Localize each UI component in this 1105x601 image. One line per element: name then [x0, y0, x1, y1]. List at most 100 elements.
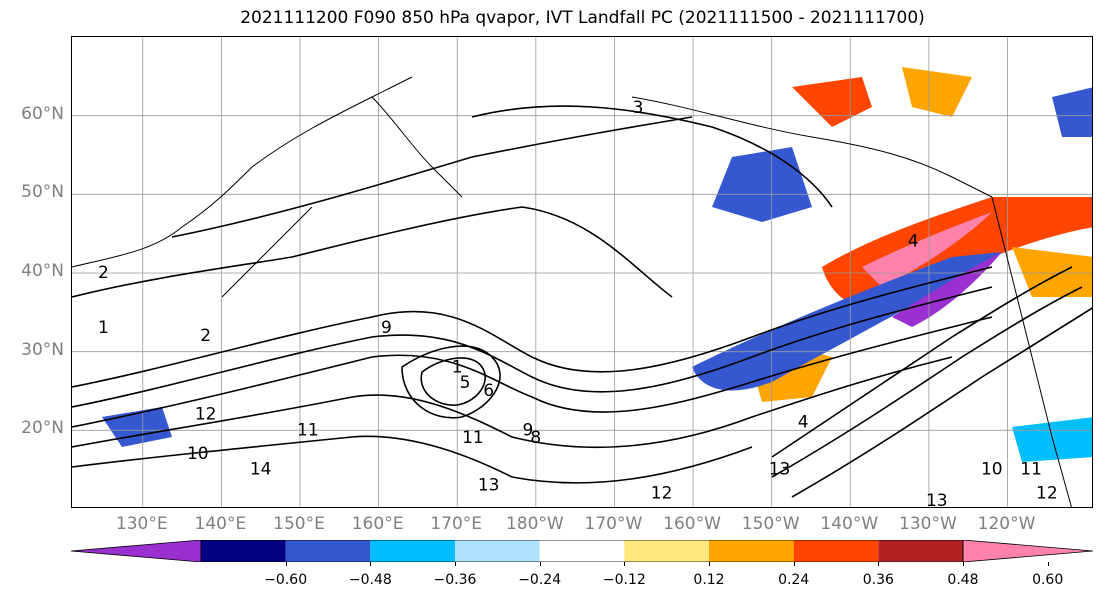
contour-label: 4 [798, 412, 809, 432]
latitude-label: 20°N [21, 418, 64, 439]
longitude-label: 140°E [194, 514, 247, 534]
colorbar-tick [793, 562, 795, 566]
contour-label: 3 [633, 98, 644, 118]
positive-anomaly-east [1012, 247, 1092, 297]
contour-label: 11 [462, 428, 484, 448]
colorbar-tick-label: 0.36 [862, 572, 894, 588]
contour-label: 12 [1036, 483, 1058, 503]
longitude-label: 160°E [351, 514, 404, 534]
contour-label: 2 [200, 326, 211, 346]
map-panel: 3 4 2 1 2 9 5 6 1 9 8 11 12 11 10 14 13 12 4 13 13 10 11 12 [71, 36, 1093, 508]
colorbar-tick [1047, 562, 1049, 566]
latitude-label: 50°N [21, 182, 64, 203]
contour-line [72, 286, 993, 408]
longitude-label: 170°E [430, 514, 483, 534]
longitude-label: 150°W [741, 514, 800, 534]
negative-anomaly-band [692, 252, 1002, 391]
contour-label: 10 [981, 460, 1003, 480]
colorbar-tick [963, 562, 964, 566]
latitude-label: 30°N [21, 339, 64, 360]
colorbar-segment [370, 540, 455, 562]
contour-line [471, 105, 833, 208]
colorbar-tick-label: 0.48 [947, 572, 979, 588]
contour-label: 13 [769, 460, 791, 480]
colorbar-tick-label: −0.24 [518, 572, 562, 588]
contour-label: 8 [530, 428, 541, 448]
contour-line [420, 357, 486, 406]
contour-label: 11 [1020, 460, 1042, 480]
negative-anomaly-north [712, 147, 812, 222]
contour-line [791, 307, 1092, 498]
contour-line [72, 435, 753, 484]
longitude-label: 130°W [899, 514, 957, 534]
colorbar-extend-high [962, 540, 1093, 562]
contour-label: 9 [523, 420, 534, 440]
latitude-label: 40°N [21, 261, 64, 281]
contour-line [171, 116, 693, 238]
contour-line [771, 286, 1083, 478]
coastline-na-west [991, 196, 1072, 507]
colorbar-tick-label: −0.36 [433, 572, 477, 588]
latitude-label: 60°N [21, 103, 64, 124]
longitude-label: 160°W [663, 514, 721, 534]
contour-line [72, 356, 953, 449]
positive-anomaly-north [792, 77, 872, 127]
contour-label: 13 [478, 475, 500, 495]
coastline-asia [72, 76, 413, 268]
colorbar-tick-label: 0.60 [1032, 572, 1064, 588]
contour-label: 1 [98, 318, 109, 338]
coastline-layer [72, 76, 1072, 507]
longitude-label: 120°W [977, 514, 1036, 534]
colorbar-tick-label: −0.48 [348, 572, 392, 588]
colorbar-segment [285, 540, 371, 562]
positive-anomaly-core [862, 212, 992, 287]
contour-label: 13 [926, 491, 948, 508]
contour-line [401, 345, 501, 419]
colorbar-tick-label: 0.24 [778, 572, 810, 588]
longitude-label: 150°E [273, 514, 325, 534]
anomaly-fill-layer [102, 67, 1092, 462]
colorbar-segment [624, 540, 709, 562]
colorbar-tick [285, 562, 287, 566]
contour-label: 14 [250, 460, 272, 480]
colorbar-tick-label: −0.60 [264, 572, 308, 588]
colorbar-tick-label: 0.12 [693, 572, 725, 588]
qvapor-contour-layer [72, 105, 1092, 498]
negative-anomaly-se [1012, 417, 1092, 462]
colorbar-segment [455, 540, 540, 562]
colorbar-tick [709, 562, 710, 566]
contour-label: 5 [460, 373, 471, 393]
contour-line [771, 266, 1073, 458]
coastline-kamchatka [371, 96, 463, 198]
contour-label: 6 [483, 381, 494, 401]
contour-line [72, 266, 993, 388]
colorbar-tick [370, 562, 372, 566]
contour-label: 2 [98, 263, 109, 283]
colorbar-tick-label: −0.12 [602, 572, 646, 588]
negative-anomaly-ne [1052, 87, 1092, 137]
colorbar-segment [709, 540, 794, 562]
colorbar [71, 540, 1093, 562]
contour-label: 11 [297, 420, 319, 440]
contour-label: 12 [651, 483, 673, 503]
coastline-alaska [631, 96, 993, 198]
colorbar-tick [624, 562, 626, 566]
contour-label: 9 [381, 318, 392, 338]
colorbar-segment [201, 540, 286, 562]
longitude-label: 170°W [584, 514, 643, 534]
colorbar-segment [793, 540, 879, 562]
colorbar-segment [539, 540, 625, 562]
colorbar-tick [539, 562, 541, 566]
graticule [72, 37, 1092, 507]
longitude-label: 180°W [505, 514, 564, 534]
colorbar-segment [878, 540, 963, 562]
contour-label: 1 [452, 357, 463, 377]
longitude-label: 140°W [820, 514, 879, 534]
contour-label: 12 [195, 405, 217, 425]
contour-label: 10 [187, 444, 209, 464]
colorbar-extend-low [71, 540, 202, 562]
colorbar-tick [878, 562, 880, 566]
positive-anomaly-ne [902, 67, 972, 117]
